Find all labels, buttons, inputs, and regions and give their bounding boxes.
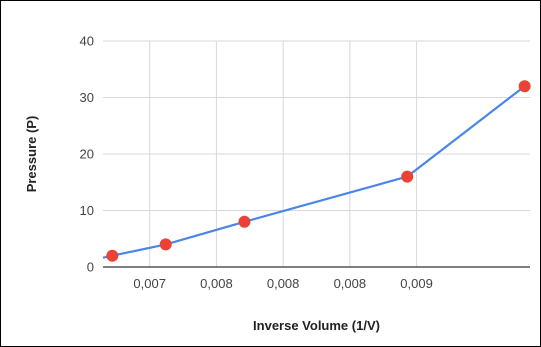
- y-tick-label: 0: [87, 260, 94, 275]
- y-tick-label: 40: [80, 34, 94, 49]
- x-tick-label: 0,007: [133, 276, 166, 291]
- data-point: [518, 80, 531, 93]
- data-series: [102, 80, 531, 262]
- x-axis-ticks: 0,007 0,008 0,008 0,008 0,009: [133, 276, 432, 291]
- x-tick-label: 0,008: [267, 276, 300, 291]
- data-point: [159, 238, 172, 251]
- x-tick-label: 0,008: [334, 276, 367, 291]
- y-axis-ticks: 0 10 20 30 40: [80, 34, 94, 275]
- series-line: [102, 85, 526, 259]
- data-point: [401, 170, 414, 183]
- y-axis-title: Pressure (P): [24, 116, 39, 193]
- y-tick-label: 30: [80, 90, 94, 105]
- x-tick-label: 0,008: [200, 276, 233, 291]
- y-tick-label: 10: [80, 203, 94, 218]
- data-point: [106, 249, 119, 262]
- x-tick-label: 0,009: [400, 276, 433, 291]
- gridlines: [103, 40, 530, 267]
- y-tick-label: 20: [80, 147, 94, 162]
- x-axis-title: Inverse Volume (1/V): [253, 318, 380, 333]
- data-point: [238, 215, 251, 228]
